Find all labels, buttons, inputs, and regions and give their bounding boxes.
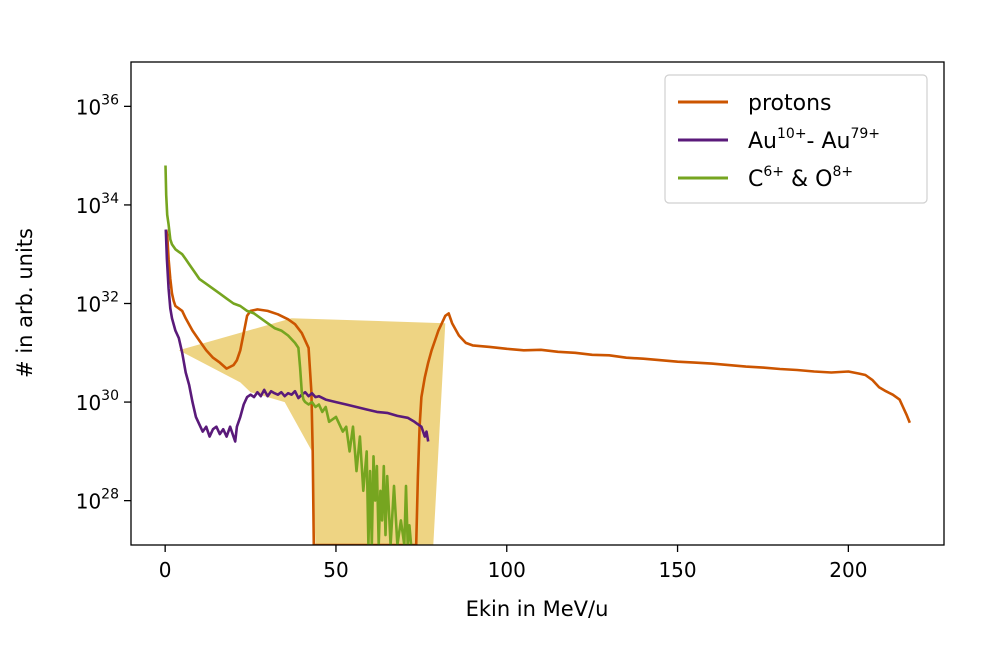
- x-tick-label: 200: [829, 558, 867, 582]
- series-layer: [164, 165, 912, 545]
- series-line-c-o-ions: [164, 165, 413, 545]
- legend-frame: [664, 74, 928, 204]
- y-axis-ticks: 1028 1030 1032 1034 1036: [76, 92, 131, 514]
- y-axis-label: # in arb. units: [13, 228, 37, 378]
- x-axis-label: Ekin in MeV/u: [466, 597, 609, 621]
- y-tick-label: 1034: [76, 191, 119, 218]
- legend-entry-protons: protons: [748, 91, 831, 116]
- x-tick-label: 0: [159, 558, 172, 582]
- y-tick-label: 1028: [76, 487, 119, 514]
- legend: protons Au10+- Au79+ C6+ & O8+: [664, 74, 928, 204]
- series-line-au-ions: [164, 229, 430, 443]
- y-tick-label: 1036: [76, 92, 119, 119]
- x-tick-label: 150: [658, 558, 696, 582]
- series-line-protons: [164, 229, 912, 545]
- y-tick-label: 1030: [76, 388, 119, 415]
- x-axis-ticks: 0 50 100 150 200: [159, 545, 867, 582]
- x-tick-label: 50: [323, 558, 348, 582]
- legend-entry-au-ions: Au10+- Au79+: [748, 126, 880, 154]
- y-tick-label: 1032: [76, 290, 119, 317]
- x-tick-label: 100: [488, 558, 526, 582]
- legend-entry-c-o-ions: C6+ & O8+: [748, 164, 853, 192]
